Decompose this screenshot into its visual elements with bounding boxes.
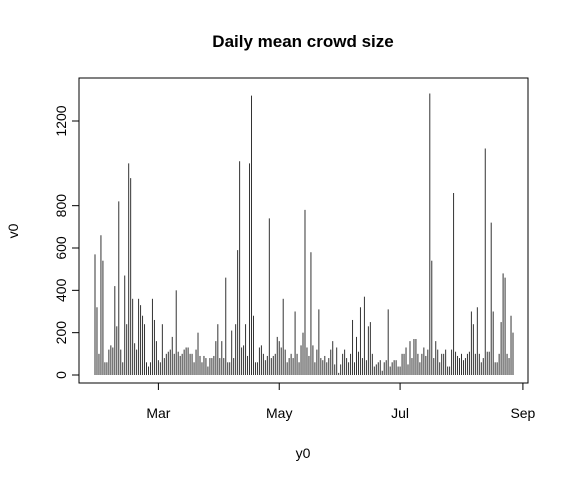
chart-title: Daily mean crowd size	[212, 32, 393, 51]
x-axis: Mar May Jul Sep	[146, 382, 536, 421]
x-tick-label: Jul	[391, 405, 409, 421]
y-tick-label: 600	[53, 236, 69, 260]
bars-group	[94, 93, 514, 375]
x-tick-label: May	[266, 405, 292, 421]
x-tick-label: Sep	[510, 405, 535, 421]
x-axis-label: y0	[296, 445, 311, 461]
y-axis: 0 200 400 600 800 1200	[53, 105, 80, 379]
y-axis-label: v0	[5, 223, 21, 238]
y-tick-label: 400	[53, 278, 69, 302]
y-tick-label: 1200	[53, 105, 69, 136]
y-tick-label: 200	[53, 321, 69, 345]
y-tick-label: 0	[53, 371, 69, 379]
y-tick-label: 800	[53, 194, 69, 218]
x-tick-label: Mar	[146, 405, 170, 421]
